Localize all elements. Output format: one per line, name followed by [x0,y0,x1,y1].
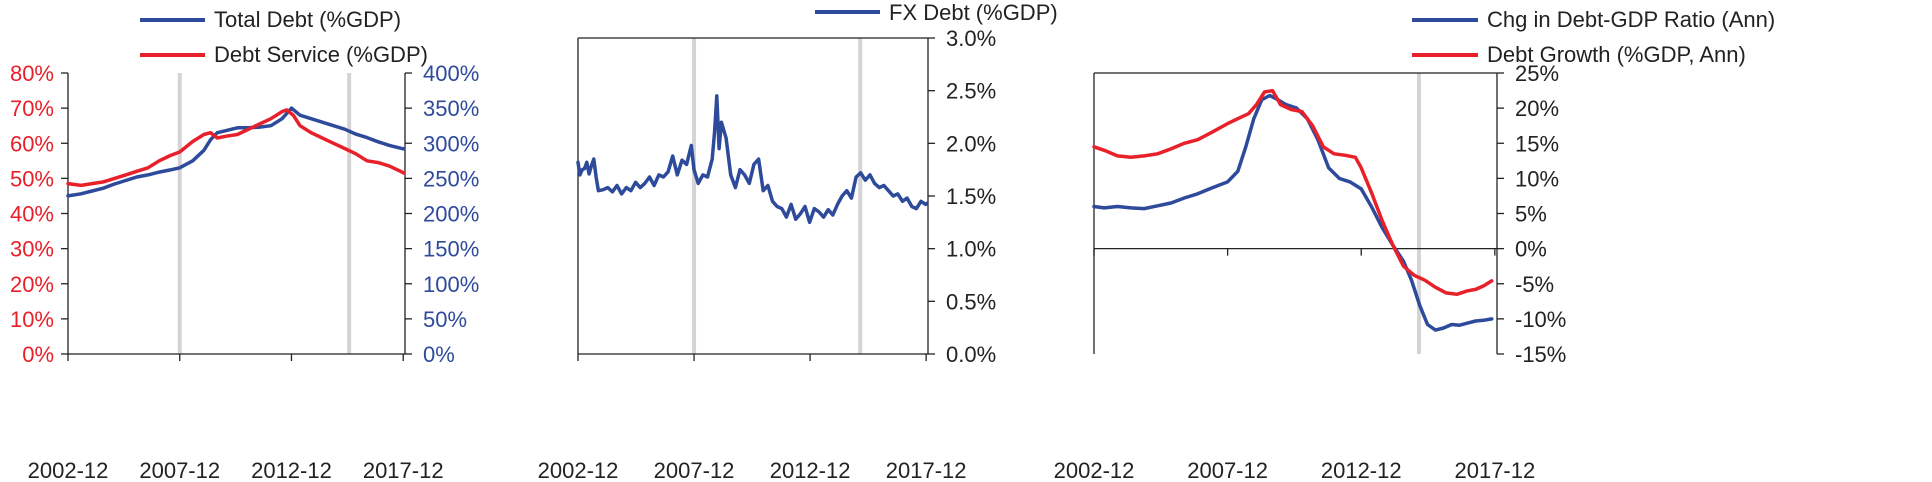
y-right-tick-label: 5% [1515,202,1547,227]
y-right-tick-label: 350% [423,96,479,121]
y-right-tick-label: 300% [423,131,479,156]
x-tick-label: 2007-12 [654,458,735,482]
y-right-tick-label: 250% [423,166,479,191]
y-right-tick-label: 1.0% [946,237,996,262]
y-right-tick-label: 200% [423,202,479,227]
legend-label-debt-service: Debt Service (%GDP) [214,42,428,67]
y-right-tick-label: 2.5% [946,79,996,104]
series-line-0 [66,106,406,198]
x-tick-label: 2002-12 [28,458,109,482]
series-line-1 [1092,88,1494,297]
y-right-tick-label: 0% [423,342,455,367]
x-tick-label: 2012-12 [770,458,851,482]
x-tick-label: 2007-12 [1187,458,1268,482]
y-right-tick-label: 10% [1515,166,1559,191]
y-right-tick-label: 1.5% [946,184,996,209]
y-right-tick-label: 400% [423,61,479,86]
x-tick-label: 2002-12 [1054,458,1135,482]
y-right-tick-label: 15% [1515,131,1559,156]
x-tick-label: 2002-12 [538,458,619,482]
y-right-tick-label: 0.0% [946,342,996,367]
legend-label-fx-debt: FX Debt (%GDP) [889,0,1058,25]
series-line-0 [1092,93,1494,332]
series-line-0 [576,94,929,225]
x-tick-label: 2007-12 [139,458,220,482]
chart-total-debt-and-debt-service: Total Debt (%GDP) Debt Service (%GDP) 0%… [10,7,479,482]
y-left-tick-label: 50% [10,166,54,191]
y-left-tick-label: 20% [10,272,54,297]
x-tick-label: 2017-12 [1454,458,1535,482]
y-left-tick-label: 60% [10,131,54,156]
y-right-tick-label: -15% [1515,342,1566,367]
y-right-tick-label: 150% [423,237,479,262]
y-left-tick-label: 70% [10,96,54,121]
y-right-tick-label: 20% [1515,96,1559,121]
legend: Chg in Debt-GDP Ratio (Ann) Debt Growth … [1412,7,1775,67]
y-right-tick-label: 100% [423,272,479,297]
legend-label-debt-growth: Debt Growth (%GDP, Ann) [1487,42,1746,67]
y-right-tick-label: 0.5% [946,289,996,314]
x-tick-label: 2012-12 [1321,458,1402,482]
y-right-tick-label: -5% [1515,272,1554,297]
legend-label-chg-debt-gdp: Chg in Debt-GDP Ratio (Ann) [1487,7,1775,32]
x-tick-label: 2012-12 [251,458,332,482]
y-right-tick-label: 25% [1515,61,1559,86]
y-right-tick-label: 3.0% [946,26,996,51]
y-right-tick-label: 2.0% [946,131,996,156]
y-left-tick-label: 10% [10,307,54,332]
y-left-tick-label: 40% [10,202,54,227]
legend: FX Debt (%GDP) [815,0,1058,25]
y-right-tick-label: -10% [1515,307,1566,332]
y-right-tick-label: 0% [1515,237,1547,262]
chart-fx-debt: FX Debt (%GDP) 0.0% 0.5% 1.0% 1.5% 2.0% 2.5% 3… [538,0,1058,482]
y-left-tick-label: 0% [22,342,54,367]
series-line-1 [66,108,406,188]
y-right-tick-label: 50% [423,307,467,332]
y-left-tick-label: 80% [10,61,54,86]
x-tick-label: 2017-12 [886,458,967,482]
legend-label-total-debt: Total Debt (%GDP) [214,7,401,32]
y-left-tick-label: 30% [10,237,54,262]
legend: Total Debt (%GDP) Debt Service (%GDP) [140,7,428,67]
x-tick-label: 2017-12 [363,458,444,482]
chart-debt-gdp-change: Chg in Debt-GDP Ratio (Ann) Debt Growth … [1054,7,1776,482]
